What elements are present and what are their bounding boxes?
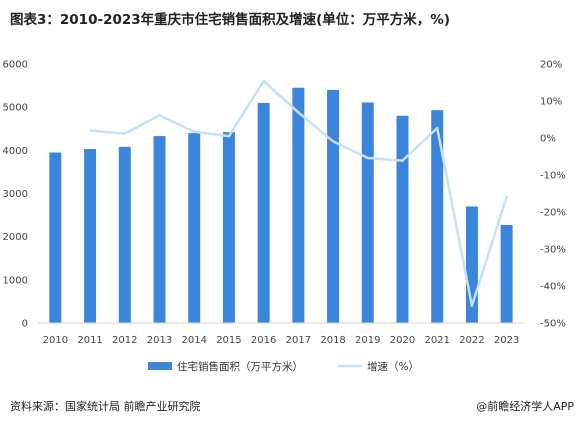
x-axis: 2010 2011 2012 2013 2014 2015 2016 2017 2018 2019… (43, 335, 520, 346)
chart-title: 图表3：2010-2023年重庆市住宅销售面积及增速(单位：万平方米，%) (10, 12, 451, 28)
x-tick-label: 2020 (390, 335, 415, 346)
growth-point-2012 (123, 132, 126, 135)
legend-line-label: 增速（%） (367, 360, 419, 373)
growth-point-2018 (331, 140, 335, 143)
left-tick-label: 5000 (3, 103, 28, 114)
left-tick-label: 4000 (3, 146, 28, 157)
credit-note: @前瞻经济学人APP (476, 400, 574, 413)
bar-2017 (292, 87, 305, 323)
legend-bar-swatch (148, 362, 172, 370)
x-tick-label: 2016 (251, 335, 276, 346)
right-tick-label: -50% (540, 319, 566, 330)
growth-point-2015 (227, 134, 231, 138)
right-tick-label: 10% (540, 97, 562, 108)
right-tick-label: 20% (540, 60, 562, 71)
bar-2010 (49, 152, 62, 323)
x-tick-label: 2019 (355, 335, 380, 346)
bar-2018 (327, 89, 340, 324)
bar-2019 (361, 102, 374, 323)
left-tick-label: 3000 (3, 189, 28, 200)
right-tick-label: -20% (540, 208, 566, 219)
legend: 住宅销售面积（万平方米） 增速（%） (148, 360, 419, 373)
x-tick-label: 2011 (77, 335, 102, 346)
right-tick-label: 0% (540, 134, 556, 145)
legend-bar-label: 住宅销售面积（万平方米） (177, 360, 303, 373)
growth-point-2013 (158, 114, 161, 117)
left-tick-label: 1000 (3, 275, 28, 286)
x-tick-label: 2015 (216, 335, 241, 346)
growth-point-2017 (297, 111, 300, 114)
bar-2014 (188, 133, 201, 323)
x-tick-label: 2018 (320, 335, 345, 346)
left-axis: 0 1000 2000 3000 4000 5000 6000 (3, 60, 28, 330)
x-tick-label: 2023 (494, 335, 519, 346)
x-tick-label: 2012 (112, 335, 137, 346)
bar-2013 (153, 136, 166, 323)
growth-point-2019 (366, 156, 369, 160)
line-series (88, 79, 508, 307)
x-tick-label: 2010 (43, 335, 68, 346)
x-tick-label: 2014 (181, 335, 206, 346)
growth-point-2021 (436, 126, 439, 130)
right-tick-label: -40% (540, 282, 566, 293)
x-tick-label: 2021 (424, 335, 449, 346)
growth-point-2014 (193, 130, 196, 133)
bar-2021 (431, 110, 444, 324)
bar-2011 (84, 149, 97, 323)
growth-point-2022 (470, 304, 474, 307)
right-tick-label: -30% (540, 245, 566, 256)
left-tick-label: 6000 (3, 60, 28, 71)
growth-point-2011 (88, 129, 92, 132)
growth-point-2020 (401, 159, 404, 162)
source-note: 资料来源：国家统计局 前瞻产业研究院 (10, 400, 201, 413)
growth-point-2023 (505, 195, 508, 199)
x-tick-label: 2013 (147, 335, 172, 346)
x-tick-label: 2022 (459, 335, 484, 346)
bar-2015 (222, 132, 235, 323)
bar-2023 (500, 225, 513, 323)
bar-series (49, 87, 513, 324)
bar-2020 (396, 115, 409, 323)
left-tick-label: 0 (22, 319, 28, 330)
left-tick-label: 2000 (3, 232, 28, 243)
bar-2012 (118, 146, 131, 323)
growth-point-2016 (262, 79, 265, 83)
bar-2016 (257, 102, 270, 323)
right-tick-label: -10% (540, 171, 566, 182)
right-axis: -50% -40% -30% -20% -10% 0% 10% 20% (540, 60, 566, 330)
x-tick-label: 2017 (286, 335, 311, 346)
